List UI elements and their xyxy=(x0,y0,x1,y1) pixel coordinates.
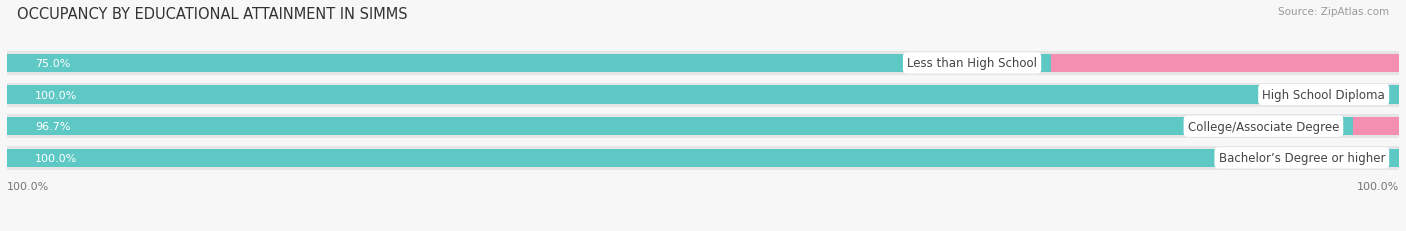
Text: 100.0%: 100.0% xyxy=(7,181,49,191)
Text: 100.0%: 100.0% xyxy=(35,153,77,163)
Text: 100.0%: 100.0% xyxy=(1357,181,1399,191)
Text: 96.7%: 96.7% xyxy=(35,122,70,132)
Text: Bachelor’s Degree or higher: Bachelor’s Degree or higher xyxy=(1219,152,1385,165)
Text: High School Diploma: High School Diploma xyxy=(1263,89,1385,102)
Text: College/Associate Degree: College/Associate Degree xyxy=(1188,120,1339,133)
Bar xyxy=(7,55,1052,73)
Text: Source: ZipAtlas.com: Source: ZipAtlas.com xyxy=(1278,7,1389,17)
Text: Less than High School: Less than High School xyxy=(907,57,1038,70)
Bar xyxy=(7,83,1399,107)
Bar xyxy=(7,52,1399,76)
Bar xyxy=(7,146,1399,170)
Text: 100.0%: 100.0% xyxy=(35,90,77,100)
Bar xyxy=(7,118,1353,136)
Bar xyxy=(7,149,1399,167)
Text: OCCUPANCY BY EDUCATIONAL ATTAINMENT IN SIMMS: OCCUPANCY BY EDUCATIONAL ATTAINMENT IN S… xyxy=(17,7,408,22)
Bar xyxy=(7,86,1399,104)
Text: 75.0%: 75.0% xyxy=(35,59,70,69)
Bar xyxy=(7,115,1399,139)
Bar xyxy=(1052,55,1399,73)
Bar xyxy=(1353,118,1399,136)
